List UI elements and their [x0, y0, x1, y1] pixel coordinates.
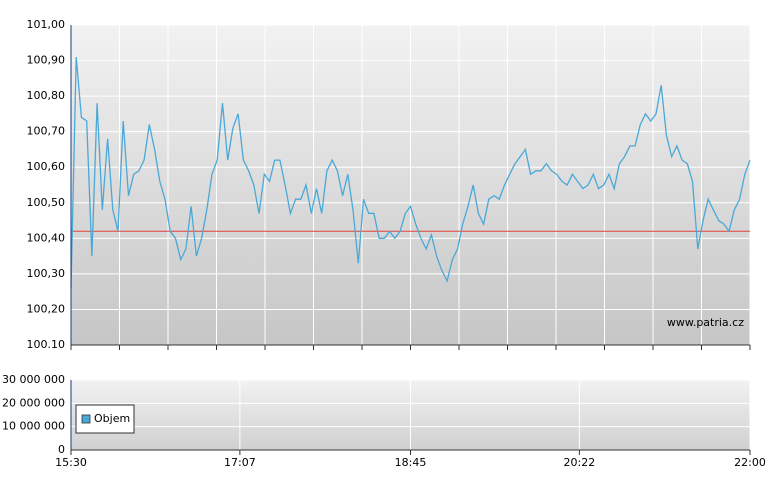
x-tick-label: 22:00 [734, 456, 766, 469]
watermark: www.patria.cz [667, 316, 744, 329]
price-line [70, 56, 751, 289]
y-tick-label: 30 000 000 [2, 373, 65, 386]
y-tick-label: 100,30 [27, 267, 66, 280]
x-tick-label: 18:45 [395, 456, 427, 469]
y-tick-label: 20 000 000 [2, 396, 65, 409]
y-tick-label: 100,60 [27, 160, 66, 173]
y-tick-label: 10 000 000 [2, 420, 65, 433]
legend-label: Objem [94, 412, 130, 425]
y-tick-label: 100,80 [27, 89, 66, 102]
y-tick-label: 100,40 [27, 231, 66, 244]
x-tick-label: 20:22 [564, 456, 596, 469]
y-tick-label: 0 [58, 443, 65, 456]
y-tick-label: 100,70 [27, 125, 66, 138]
x-tick-label: 15:30 [55, 456, 87, 469]
y-tick-label: 100,90 [27, 54, 66, 67]
legend-swatch [81, 414, 91, 424]
y-tick-label: 100,50 [27, 196, 66, 209]
y-tick-label: 100.10 [27, 338, 66, 351]
y-tick-label: 100,20 [27, 302, 66, 315]
x-tick-label: 17:07 [224, 456, 256, 469]
y-tick-label: 101,00 [27, 18, 66, 31]
